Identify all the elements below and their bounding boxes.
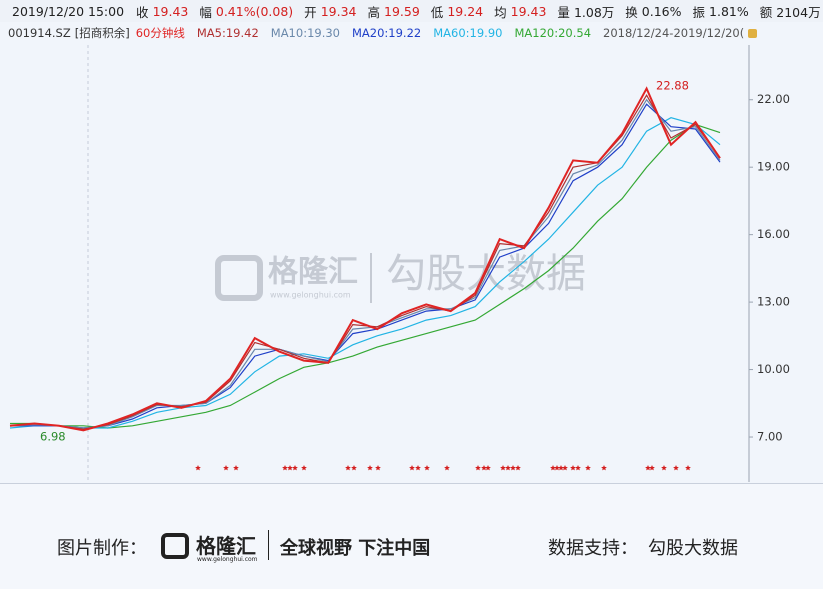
event-star bbox=[195, 465, 201, 471]
quote-bar: 2019/12/20 15:00 收 19.43 幅 0.41%(0.08) 开 19.3… bbox=[0, 0, 823, 22]
slogan: 全球视野 下注中国 bbox=[280, 538, 431, 559]
legend-bar: 001914.SZ [招商积余] 60分钟线 MA5:19.42 MA10:19.3… bbox=[0, 22, 823, 44]
event-star bbox=[575, 465, 581, 471]
partner: 勾股大数据 bbox=[648, 538, 738, 559]
quote-value: 19.43 bbox=[510, 3, 547, 19]
annotation: 22.88 bbox=[656, 79, 689, 93]
quote-label: 低 bbox=[430, 4, 444, 20]
watermark-brand: 格隆汇 bbox=[268, 255, 358, 290]
footer-divider bbox=[268, 530, 269, 560]
y-tick-label: 22.00 bbox=[757, 92, 790, 106]
event-star bbox=[292, 465, 298, 471]
legend-entry: MA120:20.54 bbox=[514, 26, 592, 40]
event-star bbox=[649, 465, 655, 471]
legend-entry: 60分钟线 bbox=[135, 26, 185, 40]
series-line bbox=[9, 86, 721, 432]
quote-label: 幅 bbox=[199, 4, 212, 20]
quote-value: 0.16% bbox=[641, 3, 682, 19]
stock-code: 001914.SZ bbox=[8, 26, 71, 40]
event-star bbox=[645, 465, 651, 471]
quote-label: 振 bbox=[692, 4, 706, 20]
quote-value: 19.24 bbox=[447, 3, 484, 19]
quote-label: 均 bbox=[494, 4, 507, 20]
event-star bbox=[505, 465, 511, 471]
quote-label: 换 bbox=[625, 4, 638, 20]
quote-label: 额 bbox=[759, 4, 773, 20]
event-star bbox=[444, 465, 450, 471]
quote-label: 开 bbox=[304, 4, 317, 20]
event-star bbox=[424, 465, 430, 471]
event-star bbox=[481, 465, 487, 471]
y-tick-label: 13.00 bbox=[757, 295, 790, 309]
watermark-partner: 勾股大数据 bbox=[386, 251, 586, 297]
y-tick-label: 16.00 bbox=[757, 227, 790, 241]
event-star bbox=[345, 465, 351, 471]
quote-value: 0.41%(0.08) bbox=[215, 3, 294, 19]
quote-value: 19.59 bbox=[384, 3, 420, 19]
quote-value: 19.34 bbox=[320, 3, 357, 19]
event-star bbox=[282, 465, 288, 471]
markers: 22.88 6.98 bbox=[40, 79, 691, 471]
watermark-logo bbox=[215, 255, 263, 301]
event-star bbox=[550, 465, 556, 471]
made-by: 图片制作： bbox=[57, 538, 147, 559]
footer: 图片制作： 格隆汇 www.gelonghui.com 全球视野 下注中国 数据… bbox=[0, 483, 823, 589]
quote-value: 1.08万 bbox=[573, 4, 615, 20]
chart: 格隆汇 www.gelonghui.com 勾股大数据 22.88 6.98 7.… bbox=[9, 45, 790, 482]
y-tick-label: 7.00 bbox=[757, 430, 783, 444]
event-star bbox=[601, 465, 607, 471]
annotation: 6.98 bbox=[40, 430, 66, 444]
event-star bbox=[558, 465, 564, 471]
footer-url: www.gelonghui.com bbox=[197, 556, 258, 563]
stock-name: [招商积余] bbox=[74, 26, 130, 40]
quote-label: 量 bbox=[557, 4, 570, 20]
event-star bbox=[475, 465, 481, 471]
footer-brand: 格隆汇 bbox=[196, 534, 256, 558]
series-line bbox=[10, 123, 721, 429]
event-star bbox=[510, 465, 516, 471]
legend-entry: MA60:19.90 bbox=[433, 26, 503, 40]
quote-label: 高 bbox=[367, 4, 380, 20]
date-range: 2018/12/24-2019/12/20( bbox=[603, 26, 745, 40]
event-star bbox=[685, 465, 691, 471]
legend-entry: MA10:19.30 bbox=[270, 26, 340, 40]
event-star bbox=[515, 465, 521, 471]
event-star bbox=[415, 465, 421, 471]
quote-value: 1.81% bbox=[709, 3, 749, 19]
logo-box bbox=[161, 533, 189, 559]
event-star bbox=[570, 465, 576, 471]
series-line bbox=[9, 98, 721, 429]
event-star bbox=[351, 465, 357, 471]
quote-value: 19.43 bbox=[152, 3, 189, 19]
event-star bbox=[485, 465, 491, 471]
y-tick-label: 19.00 bbox=[757, 160, 790, 174]
footer-logo bbox=[161, 533, 189, 559]
quote-label: 收 bbox=[136, 4, 149, 20]
series-line bbox=[10, 103, 721, 429]
watermark: 格隆汇 www.gelonghui.com 勾股大数据 bbox=[215, 251, 586, 303]
datetime: 2019/12/20 15:00 bbox=[12, 3, 125, 19]
watermark-url: www.gelonghui.com bbox=[270, 291, 351, 300]
event-star bbox=[301, 465, 307, 471]
y-tick-label: 10.00 bbox=[757, 362, 790, 376]
legend-entry: MA20:19.22 bbox=[352, 26, 422, 40]
event-star bbox=[375, 465, 381, 471]
event-star bbox=[287, 465, 293, 471]
lock-icon bbox=[748, 28, 758, 38]
event-star bbox=[223, 465, 229, 471]
event-star bbox=[233, 465, 239, 471]
event-star bbox=[500, 465, 506, 471]
quote-value: 2104万 bbox=[776, 4, 821, 20]
event-star bbox=[562, 465, 568, 471]
series-line bbox=[9, 117, 721, 429]
event-star bbox=[673, 465, 679, 471]
legend-entry: MA5:19.42 bbox=[196, 26, 259, 40]
event-star bbox=[554, 465, 560, 471]
event-star bbox=[367, 465, 373, 471]
event-star bbox=[585, 465, 591, 471]
event-star bbox=[661, 465, 667, 471]
support: 数据支持： bbox=[548, 538, 638, 559]
event-star bbox=[409, 465, 415, 471]
